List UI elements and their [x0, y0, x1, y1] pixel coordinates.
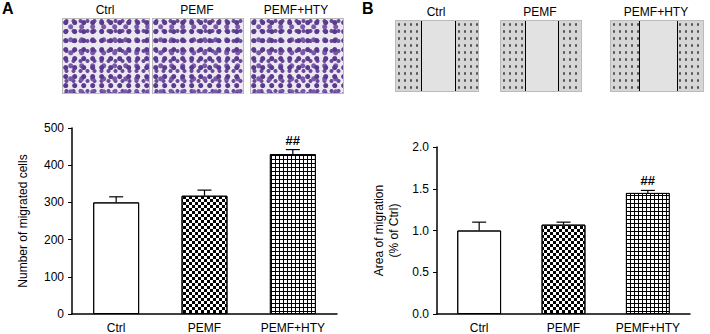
- html-text:PEMF: PEMF: [180, 3, 214, 17]
- html-text:PEMF+HTY: PEMF+HTY: [623, 5, 689, 19]
- svg-text:1.5: 1.5: [412, 182, 429, 196]
- svg-text:PEMF+HTY: PEMF+HTY: [261, 321, 325, 334]
- svg-text:100: 100: [44, 270, 64, 284]
- html-text:PEMF+HTY: PEMF+HTY: [263, 3, 329, 17]
- svg-text:##: ##: [641, 173, 656, 188]
- svg-text:400: 400: [44, 158, 64, 172]
- html-text:Ctrl: Ctrl: [426, 5, 446, 19]
- svg-text:Ctrl: Ctrl: [107, 321, 126, 334]
- svg-text:Area of migration: Area of migration: [372, 185, 386, 276]
- svg-text:200: 200: [44, 233, 64, 247]
- svg-text:##: ##: [286, 133, 301, 148]
- svg-text:0.5: 0.5: [412, 265, 429, 279]
- svg-text:PEMF: PEMF: [547, 321, 580, 334]
- svg-text:PEMF+HTY: PEMF+HTY: [616, 321, 680, 334]
- svg-text:500: 500: [44, 121, 64, 135]
- svg-text:0: 0: [57, 307, 64, 321]
- svg-text:1.0: 1.0: [412, 224, 429, 238]
- svg-text:300: 300: [44, 195, 64, 209]
- svg-text:2.0: 2.0: [412, 140, 429, 154]
- svg-text:0.0: 0.0: [412, 307, 429, 321]
- svg-text:Ctrl: Ctrl: [470, 321, 489, 334]
- svg-text:PEMF: PEMF: [188, 321, 221, 334]
- svg-text:(% of Ctrl): (% of Ctrl): [387, 203, 401, 257]
- html-text:B: B: [362, 0, 374, 17]
- html-text:Ctrl: Ctrl: [95, 3, 115, 17]
- html-text:A: A: [2, 0, 14, 17]
- svg-text:Number of migrated cells: Number of migrated cells: [16, 154, 30, 287]
- html-text:PEMF: PEMF: [523, 5, 557, 19]
